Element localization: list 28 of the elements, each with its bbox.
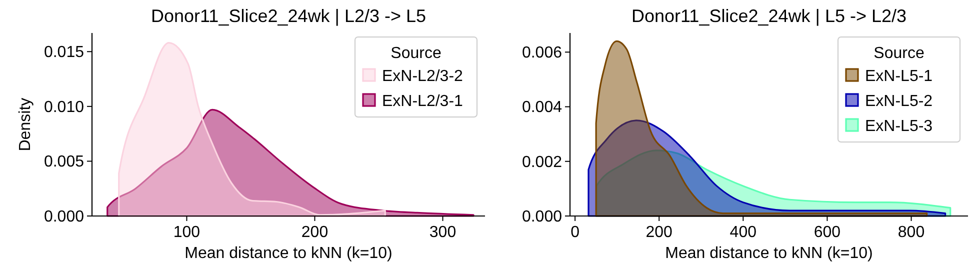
y-tick-label: 0.010 bbox=[44, 98, 84, 116]
legend-label: ExN-L2/3-2 bbox=[382, 68, 464, 85]
x-tick-label: 800 bbox=[898, 224, 925, 241]
y-tick-label: 0.002 bbox=[522, 154, 562, 171]
chart-title: Donor11_Slice2_24wk | L5 -> L2/3 bbox=[631, 6, 907, 26]
legend-label: ExN-L5-1 bbox=[865, 68, 933, 85]
y-tick-label: 0.005 bbox=[44, 154, 84, 171]
y-tick-label: 0.006 bbox=[522, 44, 562, 62]
x-axis-title: Mean distance to kNN (k=10) bbox=[665, 245, 873, 262]
y-tick-label: 0.000 bbox=[44, 208, 84, 226]
chart-title: Donor11_Slice2_24wk | L2/3 -> L5 bbox=[150, 6, 426, 26]
x-tick-label: 200 bbox=[301, 224, 328, 241]
legend-title: Source bbox=[390, 45, 442, 62]
y-tick-label: 0.004 bbox=[522, 99, 562, 116]
x-tick-label: 100 bbox=[173, 224, 200, 241]
x-tick-label: 300 bbox=[429, 224, 456, 241]
y-tick-label: 0.000 bbox=[522, 208, 562, 226]
x-axis-title: Mean distance to kNN (k=10) bbox=[184, 245, 392, 262]
legend-label: ExN-L5-3 bbox=[865, 118, 933, 135]
y-tick-label: 0.015 bbox=[44, 44, 84, 62]
x-tick-label: 400 bbox=[730, 224, 757, 241]
x-tick-label: 200 bbox=[646, 224, 673, 241]
x-tick-label: 0 bbox=[570, 224, 580, 241]
legend-label: ExN-L5-2 bbox=[865, 93, 933, 110]
y-axis-title: Density bbox=[17, 98, 34, 152]
legend-title: Source bbox=[874, 45, 924, 62]
x-tick-label: 600 bbox=[814, 224, 841, 241]
legend-label: ExN-L2/3-1 bbox=[382, 93, 464, 110]
